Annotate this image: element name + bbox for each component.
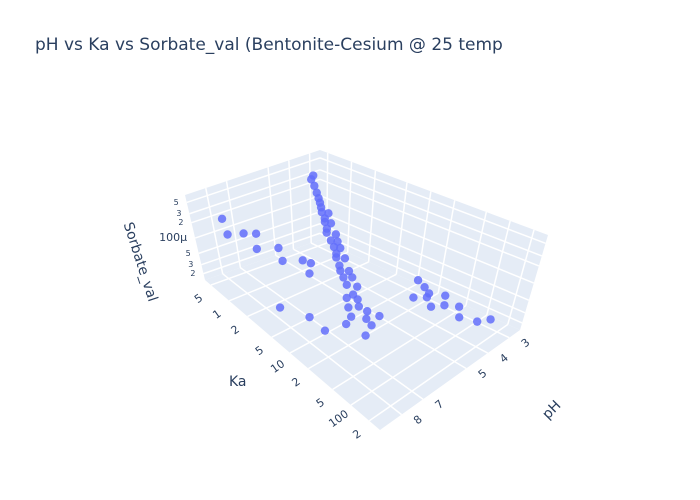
y-tick-label: 2	[229, 323, 242, 338]
z-axis-title: Sorbate_val	[120, 220, 161, 303]
y-tick-label: 1	[210, 307, 223, 322]
grid-line	[319, 223, 526, 314]
grid-line	[186, 157, 321, 204]
data-point	[344, 266, 354, 276]
grid-line	[350, 314, 488, 406]
z-tick-label: 3	[188, 260, 193, 269]
grid-line	[201, 223, 321, 266]
data-point	[344, 303, 353, 312]
data-point	[486, 315, 495, 324]
data-point	[305, 312, 314, 322]
data-point	[217, 214, 227, 224]
data-point	[274, 243, 283, 253]
grid-line	[210, 242, 327, 286]
z-tick-label: 5	[174, 198, 179, 207]
data-point	[409, 293, 418, 302]
grid-line	[319, 169, 543, 257]
data-point	[336, 266, 345, 275]
data-point	[339, 273, 348, 282]
grid-line	[191, 178, 321, 224]
data-point	[340, 254, 350, 263]
y-tick-label: 5	[253, 343, 266, 358]
y-axis-title: Ka	[229, 374, 247, 390]
data-point	[331, 230, 341, 239]
z-tick-label: 2	[178, 218, 183, 227]
data-point	[320, 326, 330, 335]
x-axis-title: pH	[539, 398, 564, 423]
z-tick-label: 2	[190, 269, 195, 278]
y-tick-label: 10	[268, 357, 287, 376]
y-tick-label: 5	[192, 291, 205, 306]
x-tick-label: 3	[519, 336, 533, 350]
data-point	[332, 253, 341, 262]
grid-line	[194, 194, 321, 239]
y-tick-label: 100	[326, 407, 351, 430]
data-point	[329, 242, 339, 252]
data-point	[353, 295, 362, 304]
x-tick-label: 8	[411, 413, 425, 427]
data-point	[322, 228, 331, 237]
grid-line	[271, 273, 397, 338]
data-point	[341, 319, 351, 329]
data-point	[252, 244, 262, 254]
data-point	[326, 236, 336, 245]
x-tick-label: 5	[476, 367, 490, 381]
data-point	[317, 207, 327, 217]
data-point	[422, 293, 432, 302]
grid-line	[368, 323, 509, 422]
data-point	[251, 229, 261, 238]
data-point	[306, 259, 316, 268]
data-point	[426, 302, 436, 311]
data-point	[239, 229, 248, 238]
grid-line	[203, 232, 321, 275]
data-point	[348, 273, 357, 282]
data-point	[352, 282, 362, 291]
chart-title: pH vs Ka vs Sorbate_val (Bentonite-Cesiu…	[35, 35, 503, 55]
grid-line	[319, 211, 530, 301]
grid-line	[319, 178, 540, 267]
grid-line	[308, 292, 439, 370]
data-point	[441, 291, 450, 300]
data-point	[413, 276, 423, 285]
data-point	[278, 256, 287, 266]
data-point	[472, 317, 482, 326]
data-point	[455, 313, 464, 322]
grid-line	[228, 251, 348, 302]
x-tick-label: 7	[433, 397, 447, 411]
data-point	[305, 269, 314, 278]
data-point	[275, 303, 285, 312]
data-point	[298, 256, 307, 265]
back-wall-left	[185, 150, 320, 280]
grid-line	[189, 169, 321, 215]
data-point	[307, 175, 316, 184]
data-point	[362, 314, 371, 324]
data-point	[367, 321, 376, 330]
grid-line	[319, 194, 535, 284]
data-point	[342, 293, 351, 303]
data-point	[361, 331, 370, 340]
grid-line	[332, 305, 467, 391]
y-tick-label: 5	[314, 396, 327, 411]
data-point	[223, 230, 232, 239]
z-tick-label: 100μ	[159, 231, 187, 244]
z-tick-label: 3	[176, 209, 181, 218]
data-point	[362, 307, 372, 316]
grid-line	[319, 157, 546, 245]
y-tick-label: 2	[290, 375, 303, 390]
data-point	[440, 301, 449, 310]
data-point	[342, 280, 351, 290]
y-tick-label: 2	[350, 427, 363, 442]
data-point	[346, 312, 356, 321]
data-point	[310, 181, 319, 191]
z-tick-label: 5	[186, 249, 191, 258]
data-point	[375, 311, 384, 321]
x-tick-label: 4	[497, 351, 511, 365]
data-point	[420, 282, 429, 292]
data-point	[454, 302, 464, 311]
data-point	[354, 302, 364, 311]
